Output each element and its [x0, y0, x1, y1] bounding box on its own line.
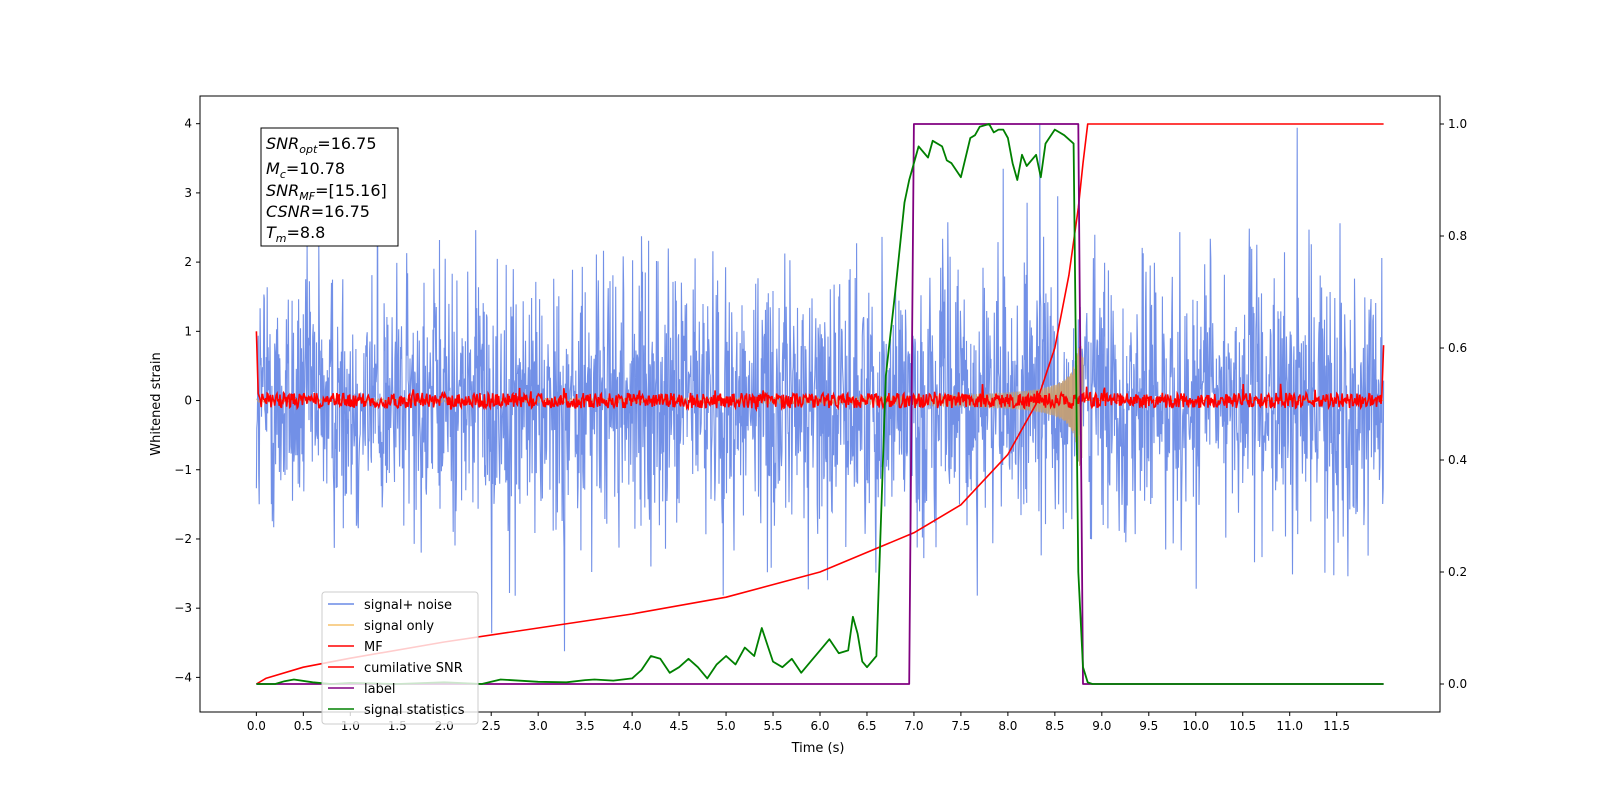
x-axis-label: Time (s): [791, 741, 845, 756]
x-tick-label: 2.5: [482, 719, 501, 733]
annot-snr-opt-value: =16.75: [317, 134, 376, 153]
annot-tm-sub: m: [276, 232, 287, 245]
x-tick-label: 11.5: [1323, 719, 1350, 733]
annot-snr-opt-sub: opt: [299, 143, 318, 156]
y-axis-ticks: 4 3 2 1 0 −1 −2 −3 −4: [174, 117, 200, 684]
x-tick-label: 4.5: [670, 719, 689, 733]
legend-label: MF: [364, 640, 383, 655]
annotation-box: SNRopt=16.75 Mc=10.78 SNRMF=[15.16] CSNR…: [260, 127, 399, 247]
legend: signal+ noise signal only MF cumilative SNR…: [321, 591, 479, 725]
x-tick-label: 8.5: [1045, 719, 1064, 733]
x-tick-label: 5.0: [717, 719, 736, 733]
x-tick-label: 5.5: [763, 719, 782, 733]
x-tick-label: 7.0: [904, 719, 923, 733]
annot-snr-mf-sub: MF: [299, 190, 315, 203]
y2-tick-label: 0.2: [1448, 565, 1467, 579]
annot-snr-mf-value: =[15.16]: [315, 181, 387, 200]
x-tick-label: 4.0: [623, 719, 642, 733]
annot-snr-opt-label: SNR: [266, 134, 299, 153]
y-axis-label: Whitened strain: [149, 352, 164, 455]
legend-label: label: [364, 682, 395, 697]
annot-tm-label: T: [266, 223, 277, 242]
x-tick-label: 3.0: [529, 719, 548, 733]
x-tick-label: 9.5: [1139, 719, 1158, 733]
annot-csnr-label: CSNR: [266, 202, 311, 221]
y2-tick-label: 0.0: [1448, 677, 1467, 691]
y-tick-label: −4: [174, 670, 192, 684]
x-tick-label: 10.5: [1229, 719, 1256, 733]
annot-mc-label: M: [266, 159, 280, 178]
x-tick-label: 11.0: [1276, 719, 1303, 733]
y-tick-label: 4: [184, 117, 192, 131]
x-tick-label: 6.5: [857, 719, 876, 733]
y2-tick-label: 0.6: [1448, 341, 1467, 355]
series-signal-noise: [255, 123, 1385, 652]
svg-text:Tm=8.8: Tm=8.8: [266, 223, 325, 245]
series-signal-statistics: [256, 123, 1384, 685]
y-tick-label: −1: [174, 463, 192, 477]
y-tick-label: −2: [174, 532, 192, 546]
legend-frame: [321, 591, 479, 725]
svg-text:SNRopt=16.75: SNRopt=16.75: [266, 134, 377, 156]
x-tick-label: 3.5: [576, 719, 595, 733]
series-mf: [255, 331, 1385, 412]
y2-axis-ticks: 1.0 0.8 0.6 0.4 0.2 0.0: [1440, 117, 1467, 691]
y-tick-label: 3: [184, 186, 192, 200]
svg-text:Mc=10.78: Mc=10.78: [266, 159, 345, 181]
y-tick-label: −3: [174, 601, 192, 615]
legend-label: cumilative SNR: [364, 661, 463, 676]
annot-snr-mf-label: SNR: [266, 181, 299, 200]
legend-label: signal statistics: [364, 703, 465, 718]
x-tick-label: 6.0: [810, 719, 829, 733]
svg-text:CSNR=16.75: CSNR=16.75: [266, 202, 370, 221]
x-tick-label: 0.0: [247, 719, 266, 733]
annot-tm-value: =8.8: [287, 223, 326, 242]
annot-mc-value: =10.78: [286, 159, 345, 178]
x-tick-label: 8.0: [998, 719, 1017, 733]
y2-tick-label: 1.0: [1448, 117, 1467, 131]
svg-text:SNRMF=[15.16]: SNRMF=[15.16]: [266, 181, 387, 203]
y-tick-label: 1: [184, 324, 192, 338]
x-tick-label: 7.5: [951, 719, 970, 733]
legend-label: signal+ noise: [364, 598, 452, 613]
legend-label: signal only: [364, 619, 434, 634]
annot-csnr-value: =16.75: [311, 202, 370, 221]
y-tick-label: 2: [184, 255, 192, 269]
y2-tick-label: 0.4: [1448, 453, 1467, 467]
x-tick-label: 0.5: [294, 719, 313, 733]
x-tick-label: 9.0: [1092, 719, 1111, 733]
x-tick-label: 10.0: [1182, 719, 1209, 733]
annot-mc-sub: c: [280, 168, 286, 181]
y2-tick-label: 0.8: [1448, 229, 1467, 243]
y-tick-label: 0: [184, 394, 192, 408]
